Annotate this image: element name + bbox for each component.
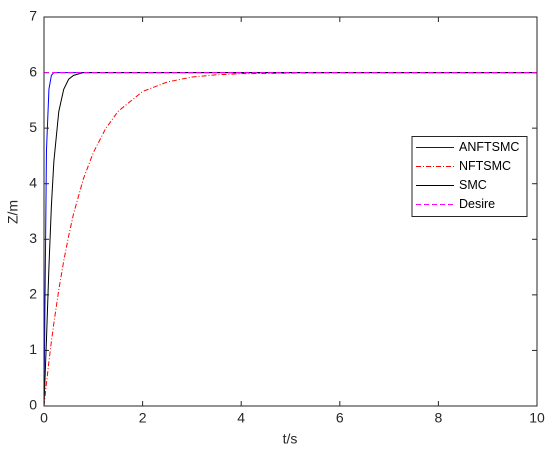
x-tick-label: 4 — [237, 410, 245, 426]
legend-label: SMC — [459, 178, 487, 192]
x-tick-label: 10 — [529, 410, 545, 426]
y-tick-label: 2 — [29, 286, 37, 302]
legend-label: NFTSMC — [459, 159, 511, 173]
y-tick-label: 3 — [29, 230, 37, 246]
axes-box — [43, 16, 538, 407]
x-tick-label: 6 — [336, 410, 344, 426]
x-tick-label: 8 — [435, 410, 443, 426]
y-tick-label: 1 — [29, 341, 37, 357]
x-tick-label: 0 — [40, 410, 48, 426]
legend-label: ANFTSMC — [459, 140, 519, 154]
x-axis-label: t/s — [283, 431, 298, 447]
legend: ANFTSMC NFTSMC SMC Desire — [411, 136, 528, 217]
y-tick-label: 4 — [29, 174, 37, 190]
legend-label: Desire — [459, 197, 495, 211]
y-tick-label: 5 — [29, 119, 37, 135]
y-tick-label: 6 — [29, 63, 37, 79]
legend-box — [411, 136, 528, 217]
y-axis-label: Z/m — [5, 200, 21, 224]
y-tick-label: 0 — [29, 397, 37, 413]
y-tick-label: 7 — [29, 8, 37, 24]
x-tick-label: 2 — [139, 410, 147, 426]
series-line — [43, 72, 537, 407]
